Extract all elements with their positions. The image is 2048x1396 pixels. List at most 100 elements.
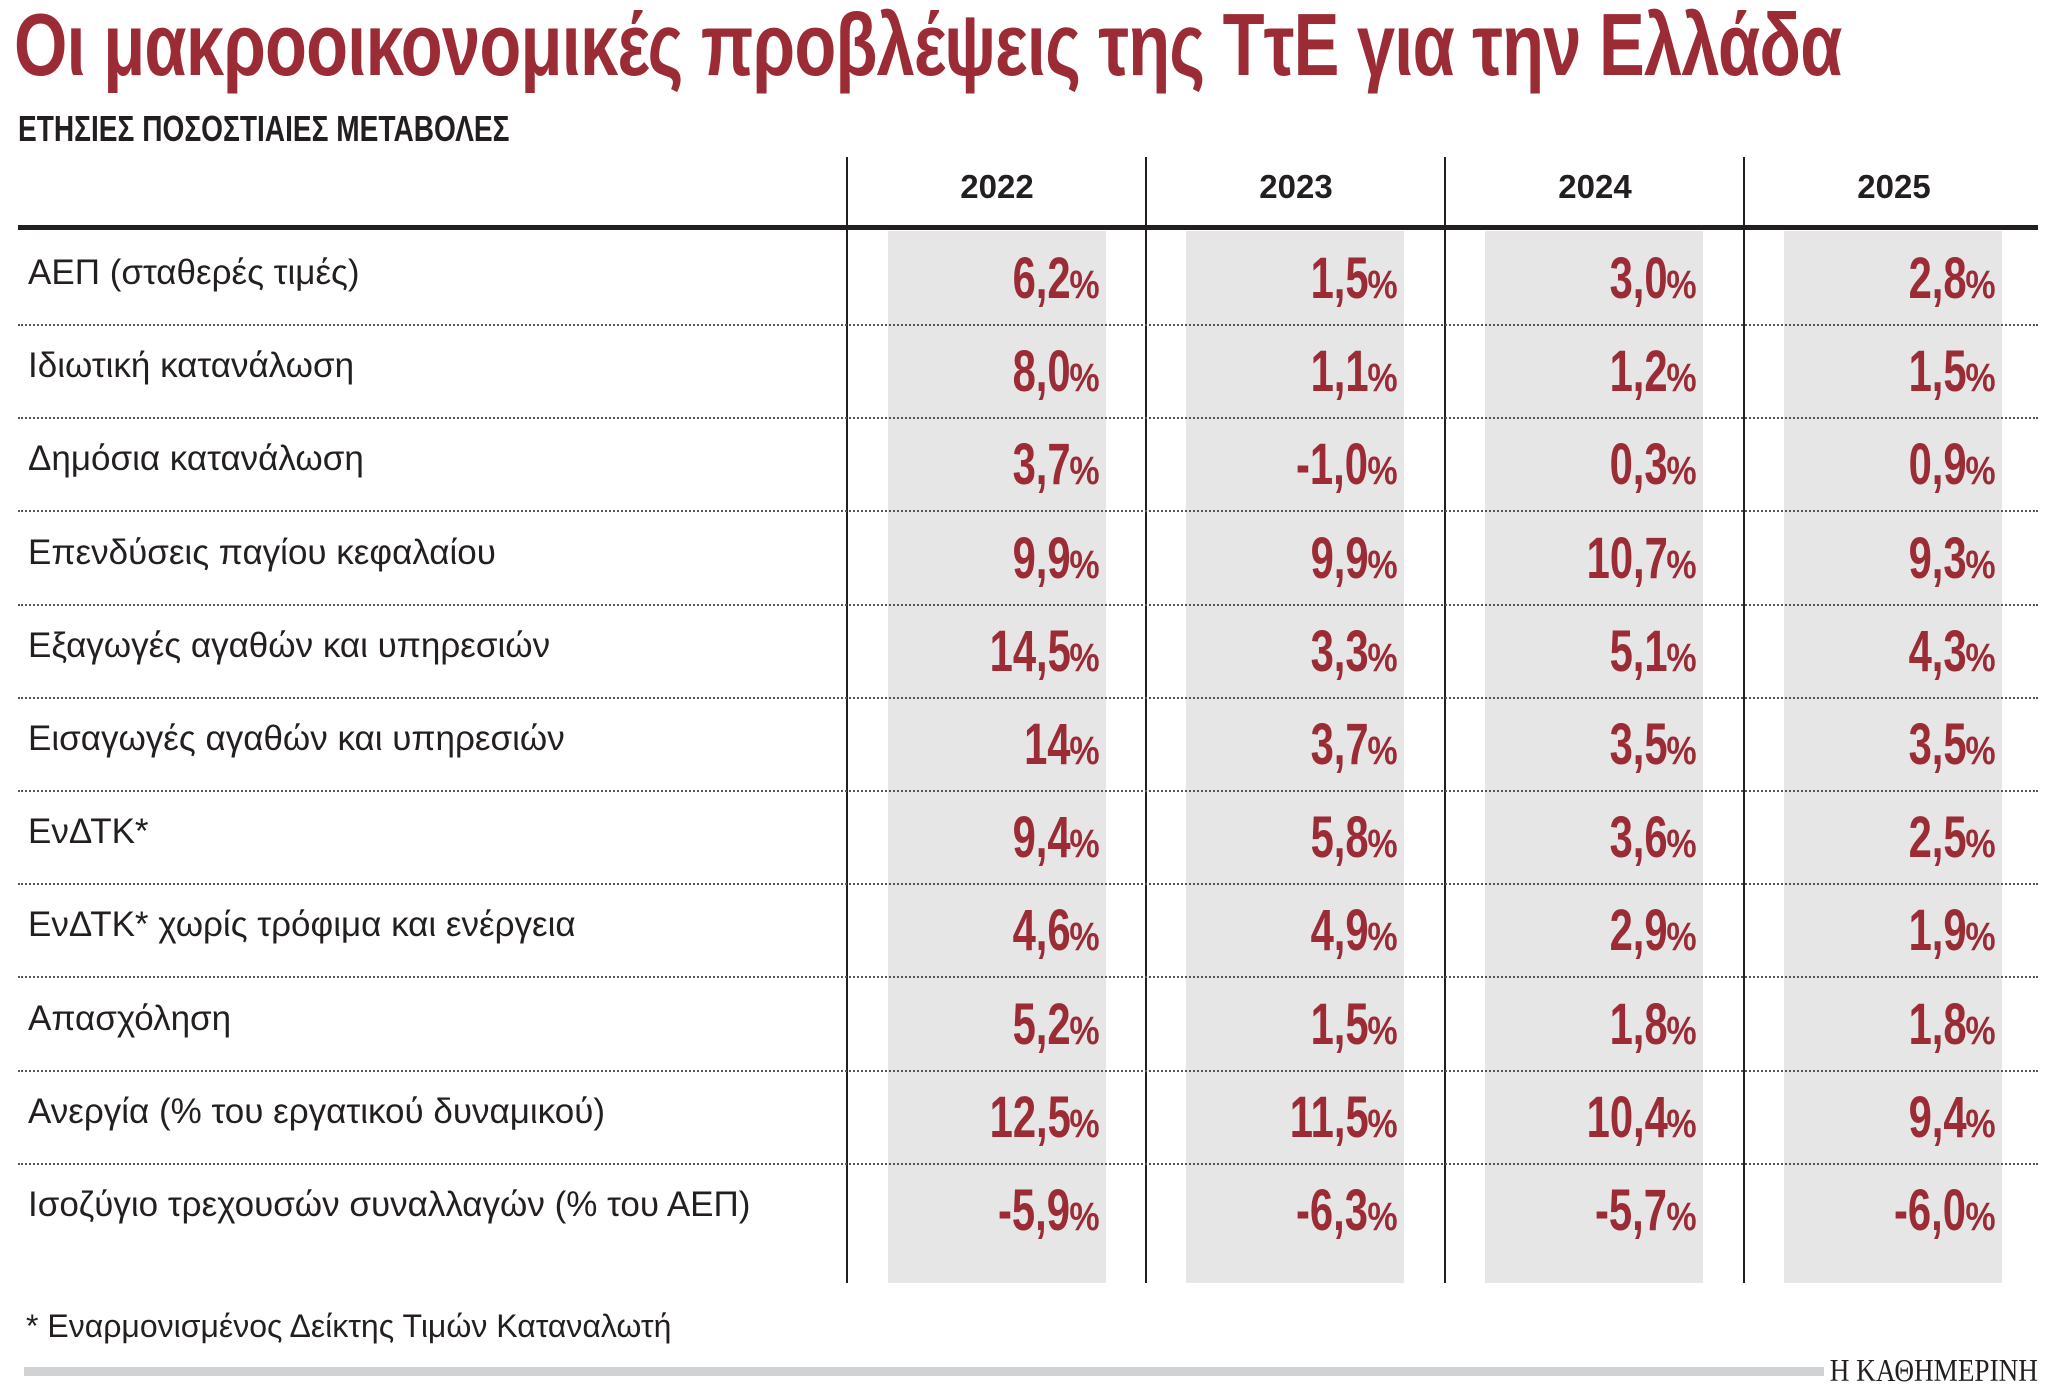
percent-sign: % — [1367, 1008, 1398, 1053]
table-row: Ανεργία (% του εργατικού δυναμικού) 12,5%… — [18, 1070, 2038, 1165]
percent-sign: % — [1965, 1008, 1996, 1053]
value-number: 2,9 — [1609, 898, 1668, 964]
value-cell: 1,2% — [1479, 338, 1697, 405]
percent-sign: % — [1666, 263, 1697, 307]
value-number: 5,2 — [1012, 991, 1071, 1057]
value-number: 3,5 — [1609, 712, 1668, 777]
column-background — [1784, 231, 2002, 1283]
value-cell: 1,9% — [1778, 897, 1996, 964]
value-number: 10,7 — [1586, 525, 1668, 591]
value-number: 2,5 — [1908, 805, 1967, 871]
row-label: ΑΕΠ (σταθερές τιμές) — [28, 253, 360, 292]
row-label: Ανεργία (% του εργατικού δυναμικού) — [28, 1091, 606, 1131]
subtitle: ΕΤΗΣΙΕΣ ΠΟΣΟΣΤΙΑΙΕΣ ΜΕΤΑΒΟΛΕΣ — [18, 108, 510, 149]
value-cell: 10,7% — [1479, 525, 1697, 592]
percent-sign: % — [1666, 729, 1697, 773]
value-number: 9,3 — [1908, 525, 1967, 591]
percent-sign: % — [1367, 1195, 1398, 1239]
percent-sign: % — [1666, 635, 1697, 680]
value-cell: 1,1% — [1180, 338, 1398, 405]
percent-sign: % — [1069, 729, 1100, 773]
value-number: 14 — [1023, 712, 1071, 777]
value-number: -5,7 — [1595, 1178, 1668, 1243]
header-divider — [18, 225, 2038, 230]
value-number: 10,4 — [1586, 1084, 1668, 1150]
value-cell: 0,3% — [1479, 431, 1697, 498]
value-cell: -6,3% — [1180, 1177, 1398, 1244]
value-number: 3,5 — [1908, 712, 1967, 777]
table-row: Απασχόληση 5,2% 1,5% 1,8% 1,8% — [18, 977, 2038, 1072]
row-label: Δημόσια κατανάλωση — [28, 439, 364, 479]
percent-sign: % — [1367, 263, 1398, 307]
value-number: 9,9 — [1012, 525, 1071, 591]
value-cell: 14% — [882, 711, 1100, 778]
value-cell: 3,5% — [1778, 711, 1996, 778]
value-cell: -1,0% — [1180, 431, 1398, 498]
column-background — [1186, 231, 1404, 1283]
table-row: ΑΕΠ (σταθερές τιμές) 6,2% 1,5% 3,0% 2,8% — [18, 231, 2038, 326]
percent-sign: % — [1069, 635, 1100, 680]
value-cell: 2,8% — [1778, 245, 1996, 312]
value-number: 1,5 — [1908, 339, 1967, 405]
value-cell: 3,7% — [1180, 711, 1398, 778]
value-number: -1,0 — [1296, 432, 1369, 498]
value-cell: 11,5% — [1180, 1084, 1398, 1151]
value-cell: 5,8% — [1180, 804, 1398, 871]
footnote: * Εναρμονισμένος Δείκτης Τιμών Καταναλωτ… — [26, 1308, 672, 1344]
percent-sign: % — [1965, 356, 1996, 401]
value-number: 3,7 — [1012, 432, 1071, 498]
percent-sign: % — [1069, 822, 1100, 867]
value-cell: 4,6% — [882, 897, 1100, 964]
percent-sign: % — [1965, 822, 1996, 867]
value-number: 3,0 — [1609, 246, 1668, 311]
value-cell: 3,0% — [1479, 245, 1697, 312]
percent-sign: % — [1069, 1195, 1100, 1239]
percent-sign: % — [1965, 915, 1996, 960]
value-number: 5,8 — [1310, 805, 1369, 871]
value-number: 4,6 — [1012, 898, 1071, 964]
percent-sign: % — [1367, 449, 1398, 494]
percent-sign: % — [1367, 915, 1398, 960]
percent-sign: % — [1666, 1101, 1697, 1146]
value-cell: 4,9% — [1180, 897, 1398, 964]
row-label: Εισαγωγές αγαθών και υπηρεσιών — [28, 719, 565, 758]
publisher-logo: Η ΚΑΘΗΜΕΡΙΝΗ — [1829, 1352, 2038, 1388]
percent-sign: % — [1069, 542, 1100, 587]
value-number: 1,9 — [1908, 898, 1967, 964]
value-cell: 2,9% — [1479, 897, 1697, 964]
value-cell: 1,5% — [1778, 338, 1996, 405]
percent-sign: % — [1965, 449, 1996, 494]
value-cell: 5,1% — [1479, 618, 1697, 685]
value-cell: -5,9% — [882, 1177, 1100, 1244]
table-row: Επενδύσεις παγίου κεφαλαίου 9,9% 9,9% 10,7%… — [18, 511, 2038, 606]
value-number: 9,4 — [1012, 805, 1071, 871]
value-number: 1,2 — [1609, 339, 1668, 405]
percent-sign: % — [1666, 356, 1697, 401]
percent-sign: % — [1367, 356, 1398, 401]
year-header: 2022 — [960, 168, 1034, 205]
table-row: Ιδιωτική κατανάλωση 8,0% 1,1% 1,2% 1,5% — [18, 324, 2038, 420]
value-cell: 5,2% — [882, 991, 1100, 1058]
value-cell: -6,0% — [1778, 1177, 1996, 1244]
percent-sign: % — [1965, 542, 1996, 587]
table-row: Εισαγωγές αγαθών και υπηρεσιών 14% 3,7% 3,5… — [18, 697, 2038, 792]
value-cell: 3,6% — [1479, 804, 1697, 871]
year-header: 2024 — [1558, 168, 1632, 205]
percent-sign: % — [1367, 635, 1398, 680]
value-cell: 2,5% — [1778, 804, 1996, 871]
value-number: 2,8 — [1908, 246, 1967, 311]
column-divider — [1444, 157, 1446, 1283]
column-divider — [1743, 157, 1745, 1283]
percent-sign: % — [1367, 822, 1398, 867]
column-divider — [1145, 157, 1147, 1283]
value-number: 6,2 — [1012, 246, 1071, 311]
value-number: 14,5 — [989, 618, 1071, 684]
value-number: 4,3 — [1908, 618, 1967, 684]
year-header: 2023 — [1259, 168, 1333, 205]
value-number: 3,6 — [1609, 805, 1668, 871]
percent-sign: % — [1666, 915, 1697, 960]
value-cell: 3,7% — [882, 431, 1100, 498]
value-cell: -5,7% — [1479, 1177, 1697, 1244]
value-cell: 9,9% — [1180, 525, 1398, 592]
value-cell: 9,4% — [1778, 1084, 1996, 1151]
